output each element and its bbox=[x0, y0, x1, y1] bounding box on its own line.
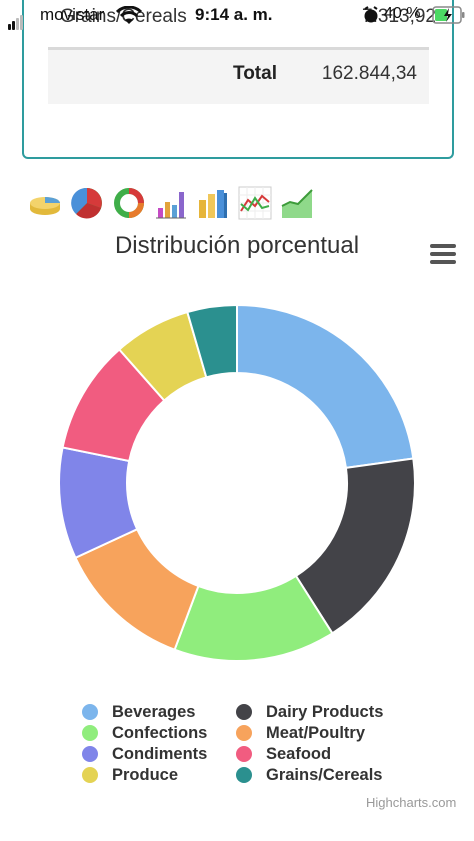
legend-label: Grains/Cereals bbox=[266, 766, 383, 784]
signal-strength-icon bbox=[8, 12, 24, 30]
legend-marker bbox=[82, 767, 98, 783]
table-row: Grains/Cereals 7.313,92 bbox=[48, 6, 446, 32]
legend-label: Condiments bbox=[112, 745, 208, 763]
chart-legend: Beverages Dairy Products Confections Meat/P… bbox=[82, 702, 412, 792]
legend-marker bbox=[236, 725, 252, 741]
carrier-name: movistar bbox=[40, 5, 105, 24]
wifi-icon bbox=[116, 6, 142, 24]
status-bar: movistar 9:14 a. m. 40 % bbox=[0, 0, 474, 32]
chart-type-toolbar bbox=[28, 186, 328, 220]
donut-slice-beverages[interactable] bbox=[236, 303, 415, 469]
total-label: Total bbox=[233, 63, 277, 84]
hamburger-menu-icon[interactable] bbox=[430, 244, 456, 266]
donut-chart-icon[interactable] bbox=[112, 186, 146, 220]
area-chart-icon[interactable] bbox=[280, 186, 314, 220]
3d-column-chart-icon[interactable] bbox=[196, 186, 230, 220]
legend-label: Meat/Poultry bbox=[266, 724, 366, 742]
cylinder-chart-icon[interactable] bbox=[28, 186, 62, 220]
summary-table-card: Grains/Cereals 7.313,92 Total 162.844,34 bbox=[22, 0, 454, 159]
row-category: Grains/Cereals bbox=[60, 6, 187, 27]
legend-label: Produce bbox=[112, 766, 179, 784]
column-chart-icon[interactable] bbox=[154, 186, 188, 220]
legend-label: Confections bbox=[112, 724, 208, 742]
donut-chart bbox=[58, 303, 416, 662]
clock-time: 9:14 a. m. bbox=[195, 5, 273, 24]
alarm-clock-icon bbox=[364, 6, 378, 23]
legend-marker bbox=[82, 704, 98, 720]
table-total-row: Total 162.844,34 bbox=[48, 47, 429, 104]
battery-charging-icon bbox=[432, 6, 465, 24]
row-value: 7.313,92 bbox=[362, 6, 436, 27]
legend-label: Dairy Products bbox=[266, 703, 384, 721]
legend-marker bbox=[236, 746, 252, 762]
pie-chart-icon[interactable] bbox=[70, 186, 104, 220]
battery-percentage: 40 % bbox=[384, 5, 421, 22]
legend-label: Seafood bbox=[266, 745, 332, 763]
line-chart-icon[interactable] bbox=[238, 186, 272, 220]
donut-slice-grains-cereals[interactable] bbox=[186, 303, 238, 379]
legend-marker bbox=[82, 725, 98, 741]
legend-marker bbox=[236, 767, 252, 783]
legend-label: Beverages bbox=[112, 703, 196, 721]
highcharts-credits-link[interactable]: Highcharts.com bbox=[366, 795, 457, 810]
chart-title: Distribución porcentual bbox=[114, 232, 360, 259]
legend-marker bbox=[236, 704, 252, 720]
total-value: 162.844,34 bbox=[321, 63, 417, 84]
legend-marker bbox=[82, 746, 98, 762]
